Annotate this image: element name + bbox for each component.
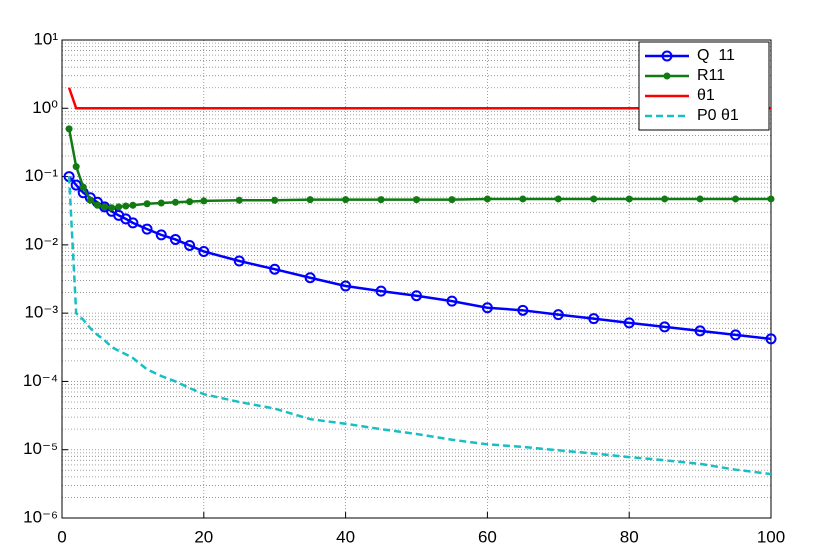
data-point bbox=[101, 203, 109, 211]
data-point bbox=[79, 183, 87, 191]
x-tick-label: 20 bbox=[194, 527, 213, 546]
data-point bbox=[235, 196, 243, 204]
data-point bbox=[141, 223, 153, 235]
data-point bbox=[127, 217, 139, 229]
y-tick-label: 10⁻⁶ bbox=[23, 507, 58, 526]
legend-label: P0 θ1 bbox=[697, 107, 739, 124]
data-point bbox=[340, 280, 352, 292]
data-point bbox=[377, 196, 385, 204]
y-tick-label: 10⁻⁴ bbox=[23, 371, 58, 390]
legend-label: θ1 bbox=[697, 87, 715, 104]
data-point bbox=[483, 195, 491, 203]
data-point bbox=[200, 197, 208, 205]
data-point bbox=[623, 317, 635, 329]
data-point bbox=[519, 195, 527, 203]
data-point bbox=[732, 195, 740, 203]
data-point bbox=[143, 200, 151, 208]
y-tick-label: 10⁻¹ bbox=[24, 166, 58, 185]
series-line bbox=[67, 87, 771, 110]
x-tick-label: 0 bbox=[57, 527, 66, 546]
x-tick-label: 100 bbox=[757, 527, 785, 546]
data-point bbox=[590, 195, 598, 203]
data-point bbox=[767, 195, 775, 203]
data-point bbox=[448, 196, 456, 204]
data-point bbox=[115, 203, 123, 211]
data-point bbox=[233, 255, 245, 267]
legend-marker bbox=[663, 72, 671, 80]
data-point bbox=[129, 201, 137, 209]
data-point bbox=[155, 229, 167, 241]
data-point bbox=[661, 195, 669, 203]
data-point bbox=[375, 285, 387, 297]
data-point bbox=[481, 302, 493, 314]
legend-label: R11 bbox=[697, 67, 725, 84]
data-point bbox=[588, 313, 600, 325]
data-point bbox=[552, 309, 564, 321]
y-tick-label: 10⁻² bbox=[24, 234, 58, 253]
data-point bbox=[730, 329, 742, 341]
data-point bbox=[108, 204, 116, 212]
data-point bbox=[413, 196, 420, 204]
data-point bbox=[171, 198, 179, 206]
data-point bbox=[186, 198, 194, 206]
data-point bbox=[304, 272, 316, 284]
y-tick-label: 10¹ bbox=[33, 29, 58, 48]
x-tick-label: 60 bbox=[478, 527, 497, 546]
data-point bbox=[122, 202, 130, 210]
y-tick-label: 10⁰ bbox=[32, 98, 58, 117]
y-tick-label: 10⁻³ bbox=[24, 303, 58, 322]
data-point bbox=[306, 196, 314, 204]
data-point bbox=[65, 125, 73, 133]
data-point bbox=[169, 233, 181, 245]
data-point bbox=[86, 196, 94, 204]
x-tick-label: 80 bbox=[620, 527, 639, 546]
data-point bbox=[446, 295, 458, 307]
data-point bbox=[157, 199, 165, 207]
data-point bbox=[694, 325, 706, 337]
y-tick-label: 10⁻⁵ bbox=[23, 439, 58, 458]
data-point bbox=[198, 245, 210, 257]
plot-frame bbox=[61, 39, 772, 519]
data-point bbox=[269, 263, 281, 275]
data-point bbox=[342, 196, 350, 204]
data-point bbox=[93, 201, 101, 209]
data-point bbox=[72, 163, 80, 171]
data-point bbox=[659, 321, 671, 333]
data-point bbox=[765, 333, 777, 345]
x-tick-label: 40 bbox=[336, 527, 355, 546]
data-point bbox=[184, 239, 196, 251]
data-point bbox=[411, 290, 422, 302]
data-point bbox=[554, 195, 562, 203]
legend-marker bbox=[661, 50, 673, 62]
data-point bbox=[271, 196, 279, 204]
data-point bbox=[696, 195, 704, 203]
data-point bbox=[517, 304, 529, 316]
data-point bbox=[625, 195, 633, 203]
series-line bbox=[67, 176, 772, 476]
legend-label: Q 11 bbox=[697, 47, 735, 64]
